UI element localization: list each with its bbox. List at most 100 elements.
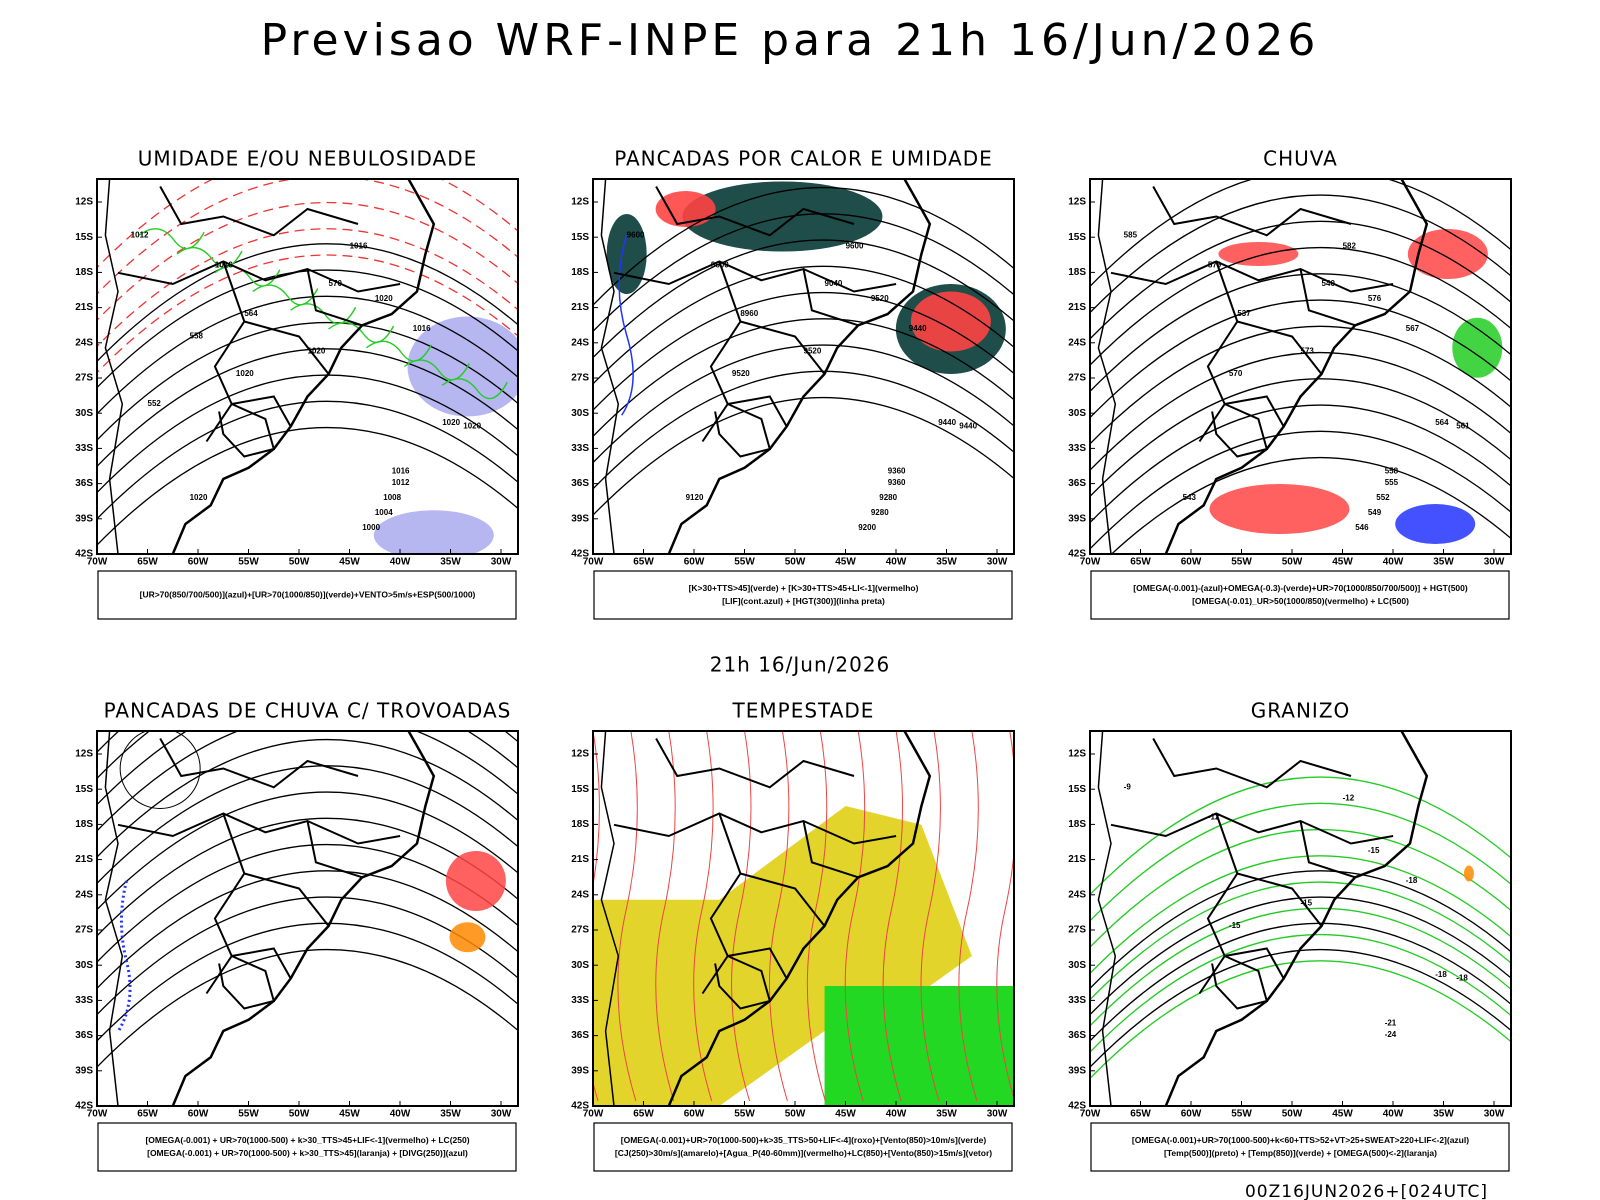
lon-label: 55W (734, 557, 755, 568)
contour-line (1090, 922, 1511, 1042)
border (231, 395, 292, 427)
border (1224, 947, 1285, 979)
map-frame (96, 730, 519, 1107)
lat-label: 39S (571, 1065, 589, 1076)
coastline (1097, 731, 1117, 1106)
border (714, 955, 772, 1010)
lon-label: 40W (1383, 1109, 1404, 1120)
contour-line (97, 243, 518, 363)
lon-label: 55W (1231, 557, 1252, 568)
lat-label: 12S (75, 197, 93, 208)
legend-text: [OMEGA(-0.001)+UR>70(1000-500)+k>35_TTS>… (621, 1135, 987, 1145)
lat-label: 12S (571, 197, 589, 208)
contour-line (1090, 194, 1511, 314)
lat-label: 24S (1068, 337, 1086, 348)
lon-label: 40W (390, 1109, 411, 1120)
lat-label: 36S (75, 1030, 93, 1041)
contour-line (441, 378, 508, 400)
contour-line (97, 201, 518, 322)
contour-line (1090, 430, 1511, 550)
contour-line (176, 246, 243, 268)
map-frame (592, 178, 1015, 555)
contour-label: 537 (1237, 309, 1251, 318)
contour-line (119, 731, 201, 809)
contour-label: 561 (1456, 422, 1470, 431)
contour-line (97, 400, 518, 520)
contour-line (1090, 776, 1511, 896)
contour-label: 570 (1229, 369, 1243, 378)
contour-line (1090, 273, 1511, 393)
contour-line (138, 228, 205, 250)
lon-label: 30W (987, 557, 1008, 568)
contour-line (958, 731, 979, 1102)
shaded-area (910, 291, 991, 352)
map-panel: PANCADAS DE CHUVA C/ TROVOADAS 12S 15S 18S 2… (75, 699, 519, 1172)
lon-label: 40W (390, 557, 411, 568)
contour-line (97, 348, 518, 468)
border (1299, 268, 1356, 327)
contour-line (97, 896, 518, 1016)
contour-label: -21 (1385, 1019, 1397, 1028)
border (613, 260, 897, 293)
border (727, 395, 788, 427)
border (1211, 403, 1269, 458)
lat-label: 36S (1068, 1030, 1086, 1041)
border (1211, 955, 1269, 1010)
lon-label: 60W (1181, 557, 1202, 568)
contour-line (693, 731, 714, 1102)
contour-line (97, 179, 518, 295)
contour-line (1090, 220, 1511, 340)
contour-line (97, 731, 120, 754)
contour-label: 1008 (383, 493, 401, 502)
contour-label: 9520 (804, 347, 822, 356)
map-panel: CHUVA 585 582 579 576 573 570 567 564 561 558 555 55… (1068, 147, 1512, 620)
contour-label: 1000 (362, 523, 380, 532)
lon-label: 35W (1433, 1109, 1454, 1120)
lat-label: 12S (1068, 197, 1086, 208)
map-panel: PANCADAS POR CALOR E UMIDADE 9600 9600 9600… (571, 147, 1015, 620)
contour-line (1090, 948, 1511, 1069)
lat-label: 21S (571, 854, 589, 865)
map-frame (96, 178, 519, 555)
contour-line (366, 340, 433, 362)
border (802, 820, 859, 879)
legend-text: [OMEGA(-0.001) + UR>70(1000-500) + k>30_… (147, 1148, 468, 1158)
lon-label: 65W (137, 557, 158, 568)
lat-label: 30S (1068, 408, 1086, 419)
shaded-area (1218, 242, 1299, 266)
contour-label: 1016 (350, 242, 368, 251)
contour-line (593, 239, 1014, 359)
main-title: Previsao WRF-INPE para 21h 16/Jun/2026 (261, 15, 1320, 66)
contour-label: 546 (1355, 523, 1369, 532)
border (117, 260, 401, 293)
contour-line (806, 731, 828, 1102)
contour-label: 8960 (740, 309, 758, 318)
legend-text: [UR>70(850/700/500)](azul)+[UR>70(1000/8… (140, 589, 476, 599)
lon-label: 40W (1383, 557, 1404, 568)
contour-label: 552 (148, 399, 162, 408)
contour-label: 1016 (413, 324, 431, 333)
contour-line (1090, 351, 1511, 472)
border (159, 738, 359, 789)
legend-box (1090, 570, 1510, 620)
contour-label: 582 (1343, 242, 1357, 251)
lat-label: 27S (571, 373, 589, 384)
lon-label: 30W (1484, 1109, 1505, 1120)
contour-line (1090, 179, 1511, 288)
lat-label: 21S (75, 854, 93, 865)
contour-label: 9520 (871, 294, 889, 303)
coastline (1097, 179, 1117, 554)
lat-label: 42S (75, 1101, 93, 1112)
contour-label: -9 (1124, 782, 1132, 791)
contour-label: 540 (1322, 279, 1336, 288)
contour-label: -15 (1368, 846, 1380, 855)
lon-label: 40W (886, 557, 907, 568)
lat-label: 42S (571, 549, 589, 560)
contour-line (403, 359, 470, 381)
lon-label: 60W (188, 1109, 209, 1120)
contour-label: -18 (1456, 974, 1468, 983)
contour-line (117, 880, 132, 1032)
